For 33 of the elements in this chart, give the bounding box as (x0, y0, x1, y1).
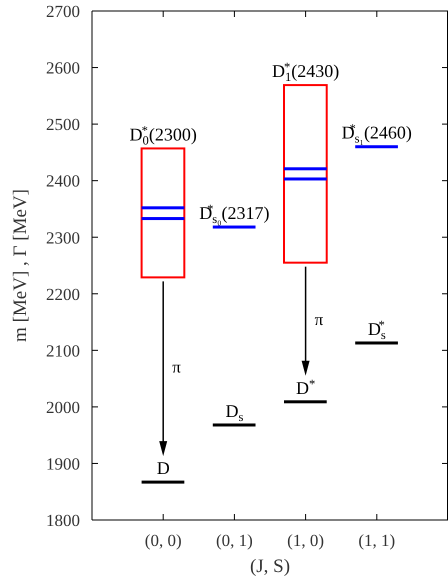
x-axis-title: (J, S) (250, 556, 290, 577)
x-tick-label: (0, 0) (144, 531, 182, 550)
y-tick-label: 2200 (46, 284, 80, 304)
bar (142, 217, 184, 220)
x-tick-label: (1, 1) (358, 531, 396, 550)
bar (142, 206, 184, 210)
y-tick-label: 2400 (46, 172, 80, 191)
y-tick-label: 2700 (46, 2, 80, 22)
y-tick-label: 2100 (46, 341, 80, 360)
bar (284, 167, 327, 170)
annotation: D$_{0}$$^{*}$(2300) (130, 124, 197, 148)
bar (283, 84, 328, 264)
y-tick-label: 2600 (46, 58, 80, 78)
y-tick-label: 2500 (46, 115, 80, 134)
annotation: π (172, 358, 182, 377)
bar (212, 226, 256, 229)
x-tick-label: (1, 0) (287, 531, 324, 550)
bar (355, 145, 398, 148)
x-tick-label: (0, 1) (216, 531, 253, 550)
y-tick-label: 1900 (46, 454, 80, 474)
annotation: D$_{s₀}$$^{*}$(2317) (199, 202, 270, 226)
annotation: D$_{1}$$^{*}$(2430) (272, 60, 340, 84)
annotation: D$_{s}$ (225, 400, 244, 424)
annotation: D$^{*}$ (296, 376, 316, 398)
y-tick-label: 2000 (46, 398, 80, 417)
annotation: D$_{s₁}$$^{*}$(2460) (342, 122, 412, 146)
annotation: D (156, 458, 170, 478)
annotation: π (314, 310, 324, 330)
bar (140, 147, 186, 278)
y-tick-label: 2300 (46, 228, 80, 248)
bar (284, 177, 327, 180)
y-tick-label: 1800 (46, 511, 80, 530)
y-axis-title: m [MeV] , Γ [MeV] (10, 189, 31, 342)
